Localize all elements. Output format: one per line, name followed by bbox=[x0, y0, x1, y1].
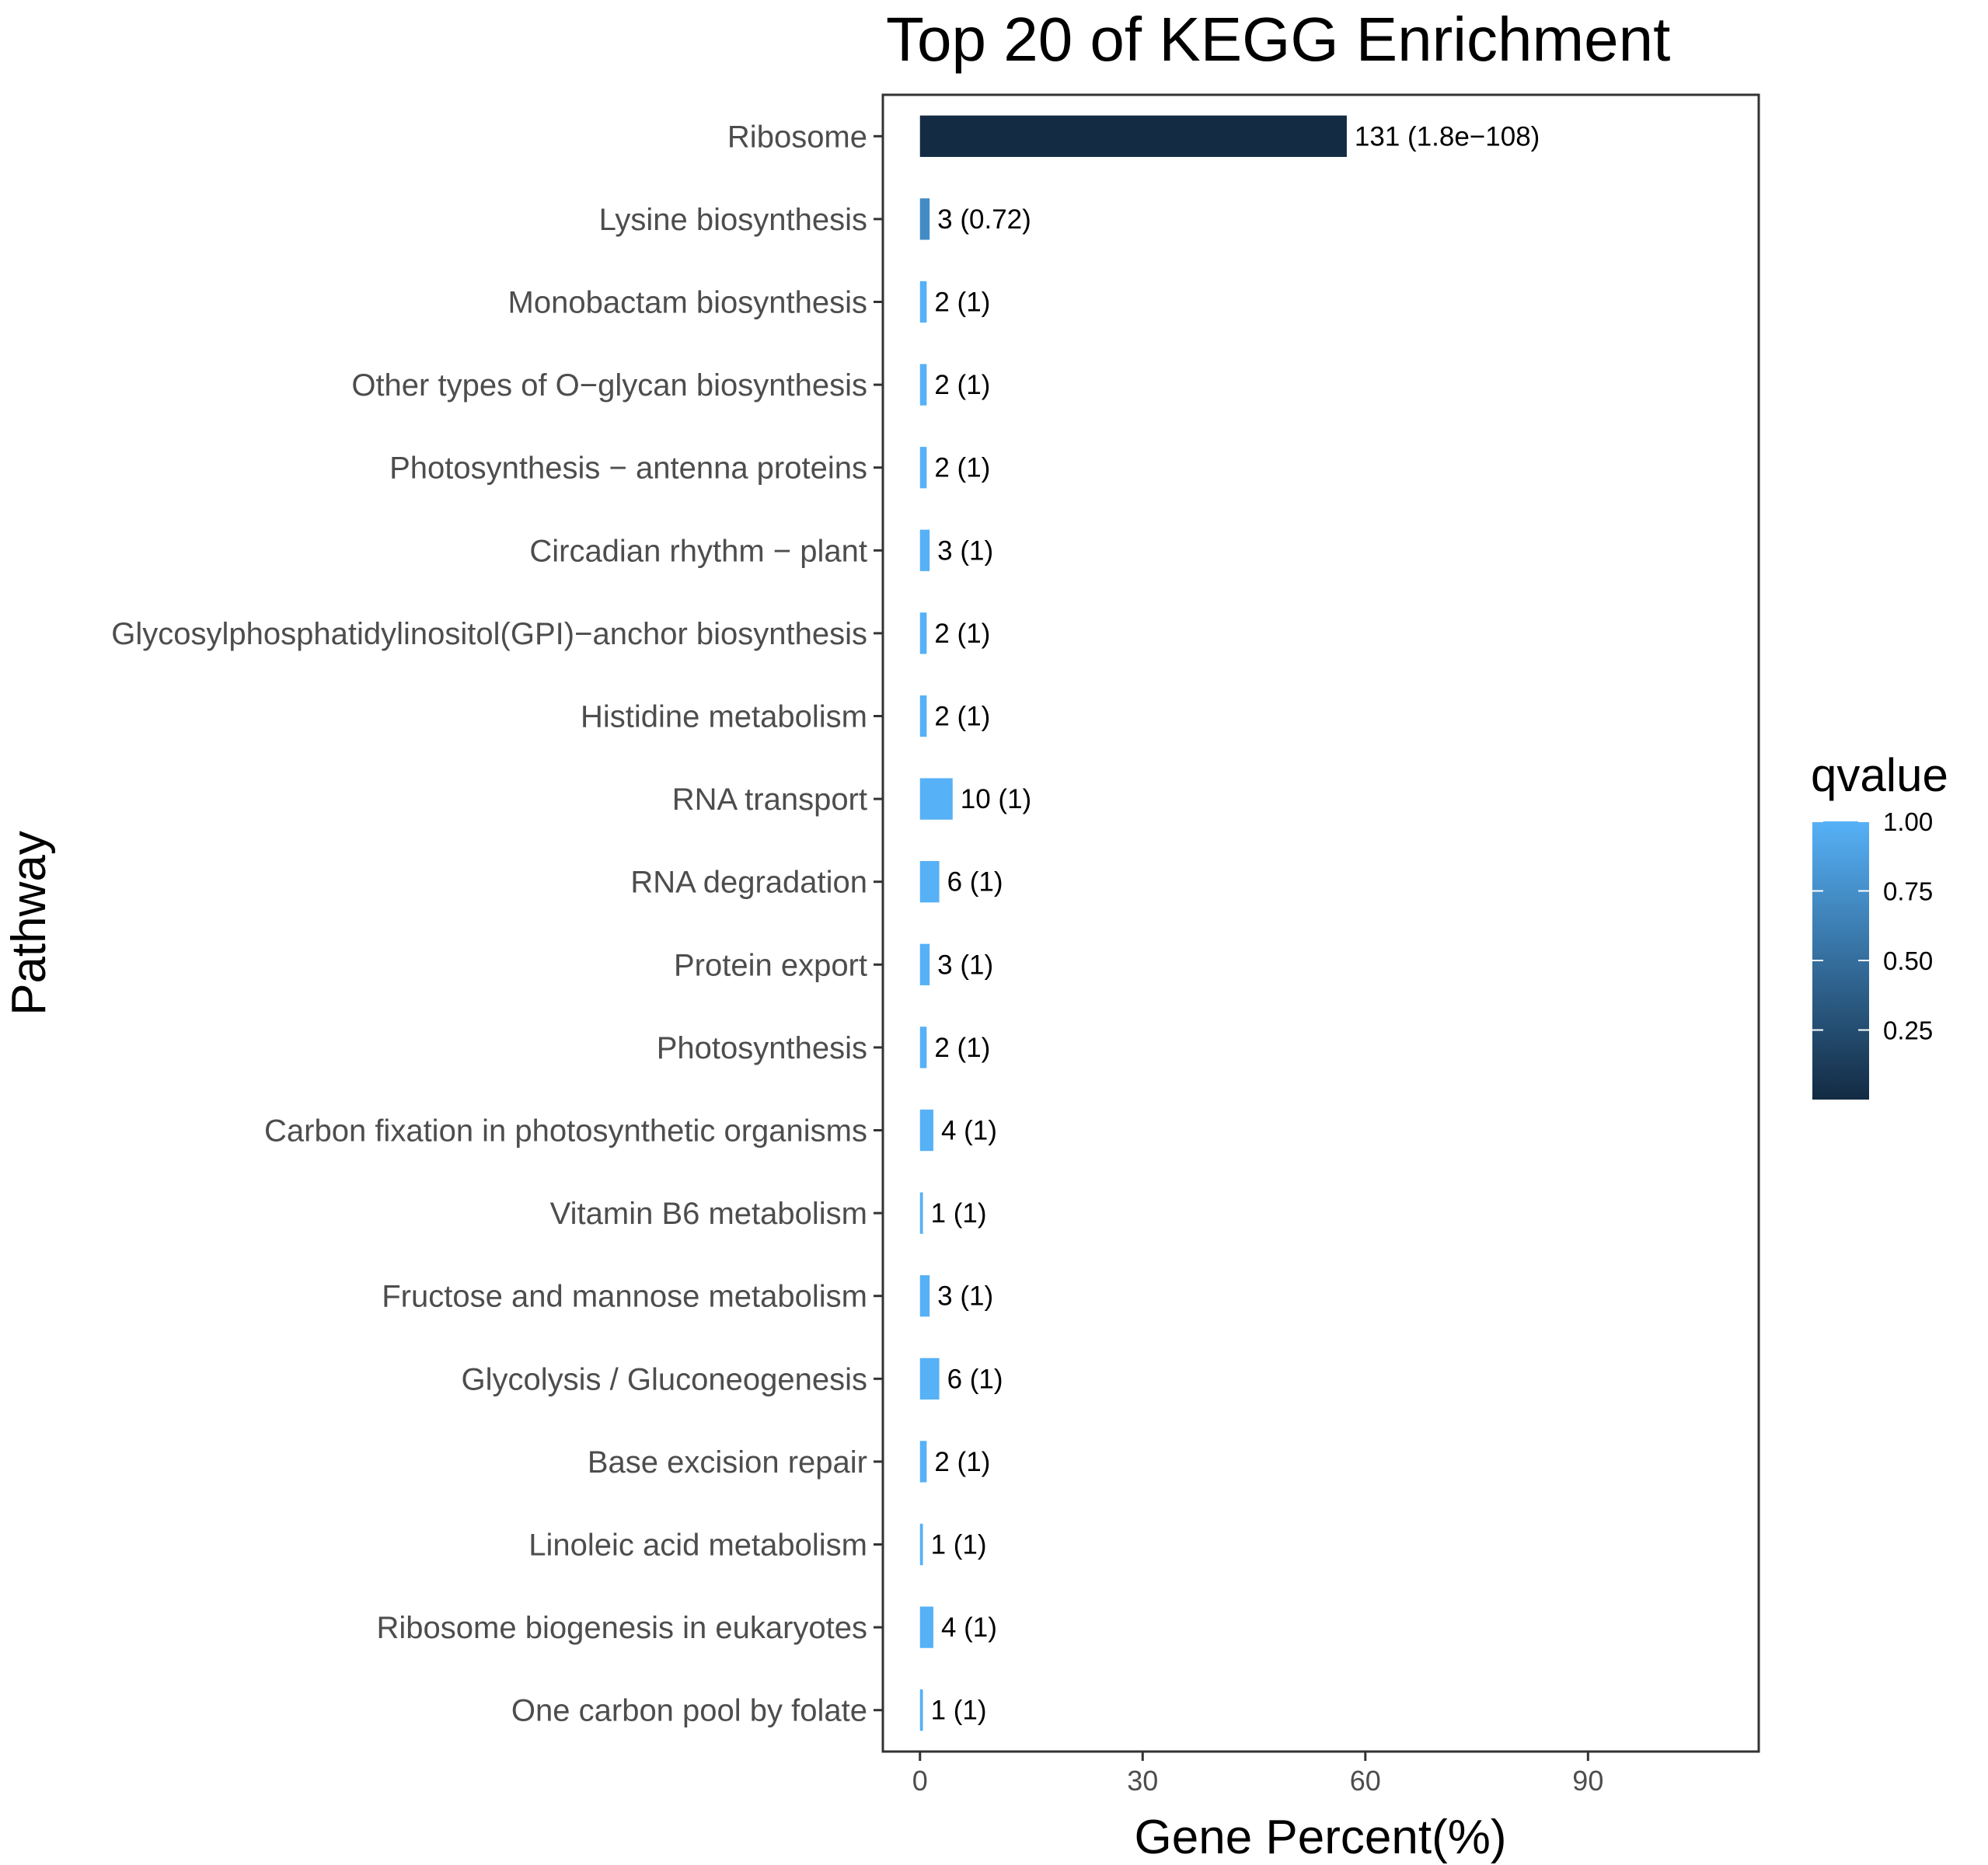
category-label: Vitamin B6 metabolism bbox=[550, 1197, 867, 1231]
bar-value-label: 10 (1) bbox=[961, 784, 1031, 814]
bar-value-label: 2 (1) bbox=[934, 288, 990, 318]
bar-value-label: 2 (1) bbox=[934, 619, 990, 649]
bar-value-label: 1 (1) bbox=[931, 1198, 987, 1229]
category-label: Ribosome bbox=[727, 120, 867, 154]
category-label: Glycolysis / Gluconeogenesis bbox=[462, 1362, 867, 1396]
bar bbox=[919, 529, 930, 571]
plot-panel bbox=[881, 93, 1760, 1753]
bar bbox=[919, 1606, 933, 1648]
category-label: Histidine metabolism bbox=[581, 700, 867, 734]
bar bbox=[919, 1109, 933, 1152]
bar bbox=[919, 1441, 927, 1483]
bar bbox=[919, 447, 927, 489]
bar bbox=[919, 778, 953, 820]
category-label: Linoleic acid metabolism bbox=[528, 1529, 867, 1563]
bar bbox=[919, 1275, 930, 1317]
bar-value-label: 2 (1) bbox=[934, 370, 990, 400]
x-tick-label: 0 bbox=[912, 1765, 928, 1797]
category-label: Lysine biosynthesis bbox=[599, 203, 867, 237]
bar bbox=[919, 943, 930, 985]
bar-value-label: 3 (0.72) bbox=[937, 204, 1031, 235]
category-label: Circadian rhythm − plant bbox=[529, 534, 867, 568]
bar-value-label: 131 (1.8e−108) bbox=[1355, 121, 1540, 152]
category-label: One carbon pool by folate bbox=[511, 1694, 867, 1728]
bar-value-label: 4 (1) bbox=[941, 1612, 997, 1643]
category-label: Photosynthesis bbox=[657, 1031, 867, 1065]
bar bbox=[919, 1523, 923, 1566]
category-label: RNA transport bbox=[672, 783, 867, 817]
y-axis-title: Pathway bbox=[2, 831, 56, 1016]
category-label: RNA degradation bbox=[630, 866, 867, 900]
bar-value-label: 1 (1) bbox=[931, 1696, 987, 1726]
category-axis: Ribosome Lysine biosynthesis Monobactam bi… bbox=[111, 120, 883, 1728]
x-tick-label: 30 bbox=[1127, 1765, 1158, 1797]
bar bbox=[919, 364, 927, 406]
bar-value-label: 1 (1) bbox=[931, 1530, 987, 1560]
bar bbox=[919, 612, 927, 654]
category-label: Carbon fixation in photosynthetic organi… bbox=[264, 1114, 867, 1149]
bar bbox=[919, 1192, 923, 1234]
category-label: Ribosome biogenesis in eukaryotes bbox=[377, 1611, 867, 1645]
bar-value-label: 6 (1) bbox=[947, 1364, 1003, 1394]
legend-tick-label: 1.00 bbox=[1883, 807, 1933, 836]
x-axis-title: Gene Percent(%) bbox=[1135, 1811, 1507, 1864]
bar bbox=[919, 695, 927, 737]
bar-value-label: 2 (1) bbox=[934, 702, 990, 732]
bars-layer: 131 (1.8e−108) 3 (0.72) 2 (1) 2 (1) 2 (1) 3 (… bbox=[919, 115, 1540, 1731]
bar-value-label: 3 (1) bbox=[937, 535, 993, 566]
category-label: Glycosylphosphatidylinositol(GPI)−anchor… bbox=[111, 617, 867, 651]
qvalue-legend: qvalue 1.00 0.75 0.50 0.25 bbox=[1811, 749, 1948, 1100]
category-label: Photosynthesis − antenna proteins bbox=[389, 451, 867, 486]
bar-value-label: 2 (1) bbox=[934, 1033, 990, 1063]
bar bbox=[919, 861, 940, 903]
category-label: Base excision repair bbox=[588, 1445, 867, 1480]
bar-value-label: 3 (1) bbox=[937, 950, 993, 980]
bar-value-label: 2 (1) bbox=[934, 1447, 990, 1477]
bar bbox=[919, 1689, 923, 1731]
bar bbox=[919, 1027, 927, 1068]
legend-tick-label: 0.75 bbox=[1883, 877, 1933, 906]
bar bbox=[919, 281, 927, 323]
legend-tick-label: 0.50 bbox=[1883, 946, 1933, 975]
category-label: Fructose and mannose metabolism bbox=[382, 1280, 867, 1314]
x-tick-label: 60 bbox=[1350, 1765, 1381, 1797]
bar bbox=[919, 1358, 940, 1400]
legend-tick-label: 0.25 bbox=[1883, 1016, 1933, 1045]
x-tick-label: 90 bbox=[1572, 1765, 1603, 1797]
x-axis: 0 30 60 90 bbox=[912, 1752, 1603, 1797]
category-label: Monobactam biosynthesis bbox=[508, 286, 867, 320]
bar bbox=[919, 115, 1347, 157]
bar-value-label: 2 (1) bbox=[934, 453, 990, 483]
category-label: Protein export bbox=[674, 948, 867, 982]
bar-value-label: 4 (1) bbox=[941, 1116, 997, 1146]
category-label: Other types of O−glycan biosynthesis bbox=[351, 368, 867, 403]
bar-value-label: 3 (1) bbox=[937, 1281, 993, 1312]
bar bbox=[919, 198, 930, 240]
chart-title: Top 20 of KEGG Enrichment bbox=[886, 5, 1670, 74]
legend-title: qvalue bbox=[1811, 749, 1948, 801]
bar-value-label: 6 (1) bbox=[947, 867, 1003, 898]
